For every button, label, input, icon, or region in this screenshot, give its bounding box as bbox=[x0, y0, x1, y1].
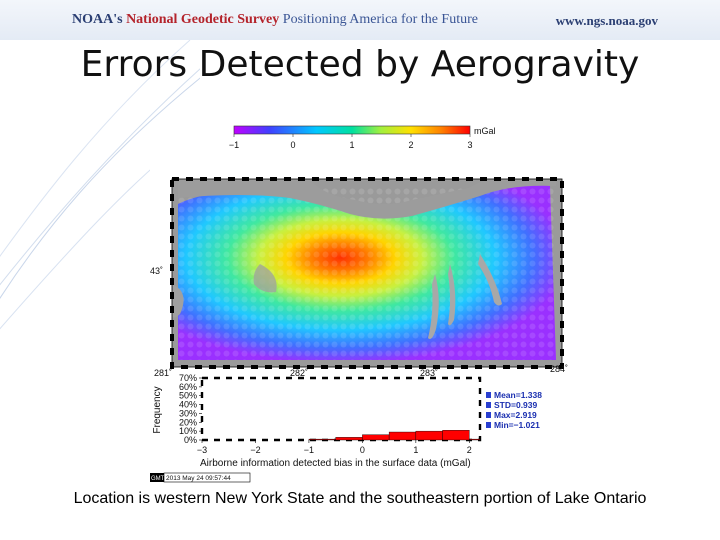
gmt-date: 2013 May 24 09:57:44 bbox=[166, 475, 231, 482]
histogram-y-ticks: 0%10%20%30%40%50%60%70% bbox=[179, 373, 202, 445]
colorbar-tick-label: 2 bbox=[408, 140, 413, 150]
colorbar-unit: mGal bbox=[474, 126, 496, 136]
histogram-xlabel: Airborne information detected bias in th… bbox=[200, 458, 471, 469]
stat-marker bbox=[486, 412, 491, 418]
gmt-stamp: GMT 2013 May 24 09:57:44 bbox=[150, 472, 251, 483]
histogram-bar bbox=[388, 431, 417, 441]
histogram-y-tick-label: 50% bbox=[179, 391, 197, 401]
histogram-bar bbox=[442, 430, 470, 441]
histogram-y-tick-label: 0% bbox=[184, 435, 197, 445]
gravity-map bbox=[170, 177, 564, 369]
colorbar-tick-label: −1 bbox=[229, 140, 239, 150]
figure-svg: mGal −1 0 1 2 3 43˚ 281˚ 282˚ 283˚ 284˚ 0% bbox=[150, 125, 568, 483]
colorbar bbox=[233, 125, 471, 135]
header-bar: NOAA's National Geodetic Survey Position… bbox=[0, 0, 720, 40]
histogram-frame bbox=[200, 376, 482, 442]
survey-label: National Geodetic Survey bbox=[126, 12, 280, 27]
stat-label: Mean=1.338 bbox=[494, 390, 542, 400]
stat-label: Min=−1.021 bbox=[494, 420, 540, 430]
agency-label: NOAA's bbox=[72, 12, 123, 27]
lat-label: 43˚ bbox=[150, 266, 163, 276]
gmt-logo: GMT bbox=[151, 476, 165, 482]
colorbar-tick-label: 1 bbox=[349, 140, 354, 150]
stat-label: Max=2.919 bbox=[494, 410, 537, 420]
stat-label: STD=0.939 bbox=[494, 400, 538, 410]
lon-label-2: 282˚ bbox=[290, 368, 308, 378]
histogram-y-tick-label: 60% bbox=[179, 382, 197, 392]
header-brand: NOAA's National Geodetic Survey Position… bbox=[72, 12, 478, 28]
histogram-x-tick-label: 1 bbox=[413, 445, 418, 455]
header-url: www.ngs.noaa.gov bbox=[555, 13, 658, 28]
histogram-x-tick-label: −1 bbox=[304, 445, 314, 455]
histogram-bar bbox=[415, 430, 443, 441]
slide-caption: Location is western New York State and t… bbox=[73, 490, 647, 507]
lon-label-4: 284˚ bbox=[550, 364, 568, 374]
histogram-x-tick-label: −2 bbox=[250, 445, 260, 455]
histogram-x-tick-label: 2 bbox=[467, 445, 472, 455]
histogram-bar bbox=[362, 434, 390, 441]
histogram: 0%10%20%30%40%50%60%70% −3 −2 −1 0 1 2 Freque… bbox=[152, 373, 542, 455]
histogram-y-tick-label: 30% bbox=[179, 408, 197, 418]
colorbar-tick-label: 0 bbox=[290, 140, 295, 150]
stat-marker bbox=[486, 392, 491, 398]
figure-panel: mGal −1 0 1 2 3 43˚ 281˚ 282˚ 283˚ 284˚ 0% bbox=[150, 124, 570, 484]
histogram-y-tick-label: 20% bbox=[179, 417, 197, 427]
histogram-bars bbox=[308, 430, 481, 441]
histogram-y-tick-label: 40% bbox=[179, 400, 197, 410]
colorbar-tick-label: 3 bbox=[467, 140, 472, 150]
histogram-x-tick-label: 0 bbox=[360, 445, 365, 455]
histogram-y-tick-label: 70% bbox=[179, 373, 197, 383]
colorbar-ticks: −1 0 1 2 3 bbox=[229, 134, 473, 150]
slide-title: Errors Detected by Aerogravity bbox=[80, 44, 640, 85]
histogram-bar bbox=[335, 437, 363, 441]
histogram-x-ticks: −3 −2 −1 0 1 2 bbox=[197, 440, 472, 455]
histogram-y-tick-label: 10% bbox=[179, 426, 197, 436]
histogram-bar bbox=[308, 438, 336, 441]
lon-label-3: 283˚ bbox=[420, 368, 438, 378]
stat-marker bbox=[486, 422, 491, 428]
histogram-x-tick-label: −3 bbox=[197, 445, 207, 455]
slogan-label: Positioning America for the Future bbox=[282, 12, 478, 27]
histogram-ylabel: Frequency bbox=[152, 386, 163, 433]
lon-label-1: 281˚ bbox=[154, 368, 172, 378]
histogram-bar bbox=[469, 438, 481, 441]
stat-marker bbox=[486, 402, 491, 408]
